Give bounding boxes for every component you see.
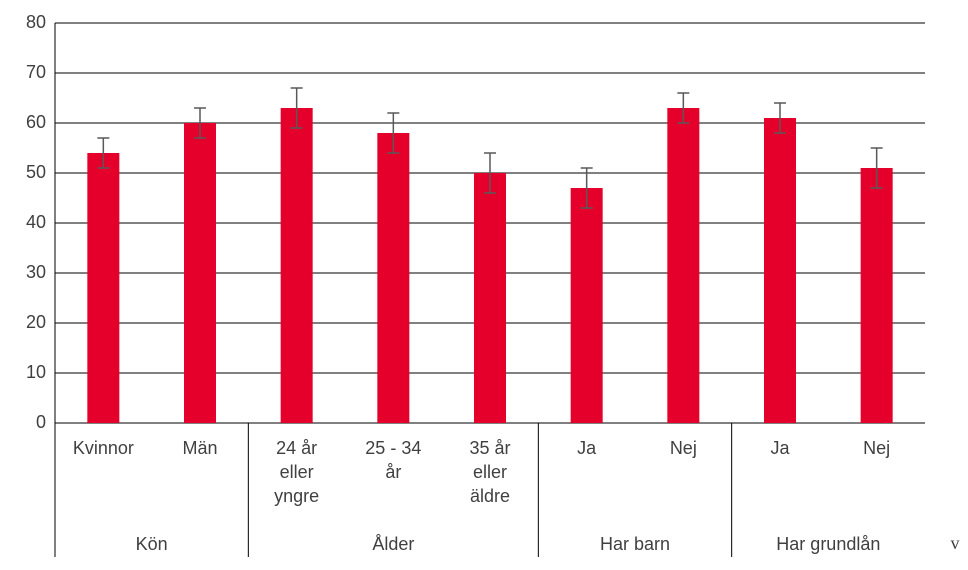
bar: [764, 118, 796, 423]
x-tick-label: Män: [182, 438, 217, 458]
group-label: Har barn: [600, 534, 670, 554]
y-tick-label: 70: [26, 62, 46, 82]
bar: [377, 133, 410, 423]
x-tick-label: 35 år eller äldre: [469, 438, 510, 506]
group-label: Kön: [136, 534, 168, 554]
y-tick-label: 20: [26, 312, 46, 332]
y-tick-label: 60: [26, 112, 46, 132]
group-label: Har grundlån: [776, 534, 880, 554]
x-tick-label: 25 - 34 år: [365, 438, 421, 482]
bar: [860, 168, 893, 423]
x-tick-label: Ja: [770, 438, 790, 458]
x-tick-label: 24 år eller yngre: [274, 438, 319, 506]
x-tick-label: Nej: [863, 438, 890, 458]
bar: [474, 173, 506, 423]
y-tick-label: 40: [26, 212, 46, 232]
bar: [280, 108, 313, 423]
y-tick-label: 50: [26, 162, 46, 182]
y-tick-label: 0: [36, 412, 46, 432]
bar: [570, 188, 603, 423]
x-tick-label: Kvinnor: [73, 438, 134, 458]
annotation: v: [951, 533, 960, 553]
bar: [184, 123, 216, 423]
y-tick-label: 80: [26, 12, 46, 32]
bar: [667, 108, 700, 423]
y-tick-label: 10: [26, 362, 46, 382]
bar: [87, 153, 120, 423]
group-label: Ålder: [372, 534, 414, 554]
x-tick-label: Ja: [577, 438, 597, 458]
y-tick-label: 30: [26, 262, 46, 282]
x-tick-label: Nej: [670, 438, 697, 458]
